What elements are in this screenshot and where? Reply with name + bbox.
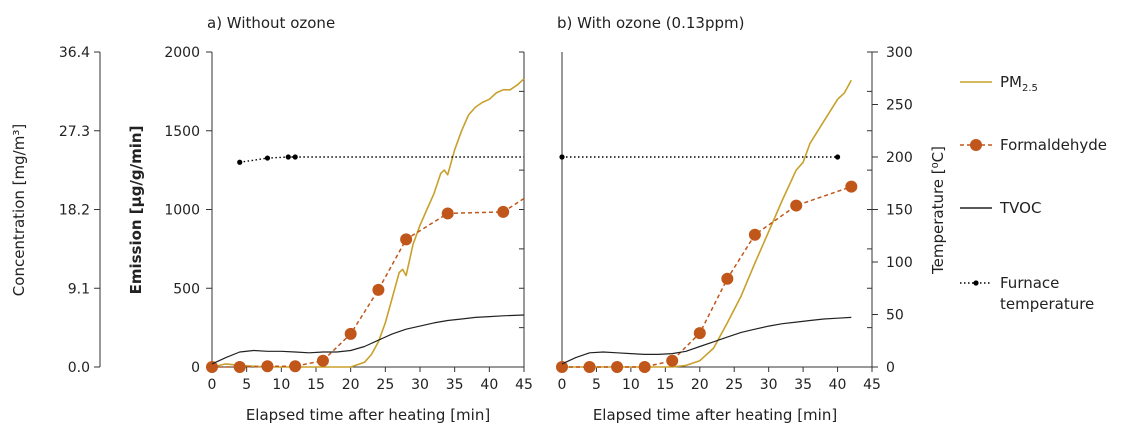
legend-furnace-label: Furnace (1000, 274, 1059, 292)
emission-tick-label: 1500 (164, 124, 200, 140)
x-tick-label: 40 (829, 377, 847, 393)
panel-0-formaldehyde-point (206, 361, 218, 373)
emission-tick-label: 1000 (164, 203, 200, 219)
panel-1-formaldehyde-point (666, 354, 679, 367)
temperature-tick-label: 0 (886, 360, 895, 376)
panel-1-formaldehyde-point (790, 199, 803, 212)
panel-0-formaldehyde-point (400, 233, 413, 246)
concentration-tick-label: 18.2 (59, 203, 90, 219)
concentration-axis-label: Concentration [mg/m³] (10, 124, 28, 296)
panel-0-formaldehyde-point (261, 360, 274, 373)
legend-label-subscript: 2.5 (1022, 83, 1038, 94)
panel-1-tvoc-line (561, 316, 852, 365)
panel-0-formaldehyde-point (233, 361, 246, 373)
panel-1-formaldehyde-point (611, 361, 624, 373)
panel-1-formaldehyde-point (583, 361, 596, 373)
x-tick-label: 15 (656, 377, 674, 393)
legend: PM2.5 Formaldehyde TVOC Furnace temperature (960, 73, 1107, 313)
panel-0-formaldehyde-point (316, 354, 329, 367)
panel-0-formaldehyde-point (441, 207, 454, 220)
emission-tick-label: 500 (173, 281, 200, 297)
panel-1-furnace-temperature-point (834, 154, 841, 160)
panel-a-x-axis-label: Elapsed time after heating [min] (246, 406, 490, 424)
panel-1-furnace-temperature-point (559, 154, 565, 160)
x-tick-label: 40 (480, 377, 498, 393)
x-tick-label: 45 (863, 377, 881, 393)
x-tick-label: 20 (342, 377, 360, 393)
x-tick-label: 35 (446, 377, 464, 393)
panel-1-formaldehyde-point (638, 361, 651, 373)
x-tick-label: 5 (242, 377, 251, 393)
concentration-tick-label: 9.1 (68, 281, 90, 297)
x-tick-label: 10 (622, 377, 640, 393)
x-tick-label: 35 (794, 377, 812, 393)
concentration-tick-label: 36.4 (59, 45, 90, 61)
panel-0-furnace-temperature-line (239, 156, 524, 163)
temperature-tick-label: 100 (886, 255, 913, 271)
panel-1-formaldehyde-point (748, 228, 761, 241)
panel-1-formaldehyde-point (556, 361, 568, 373)
emission-axis-label: Emission [µg/g/min] (127, 126, 145, 295)
axes-layer: 0 5 10 15 20 25 30 35 40 45 0 5 10 15 20 25 30 35 40 450500… (59, 45, 913, 393)
panel-0-formaldehyde-point (372, 283, 385, 296)
panel-0-pm2-5-line (211, 78, 525, 368)
legend-label-text: PM (1000, 73, 1022, 91)
legend-formaldehyde-label: Formaldehyde (1000, 136, 1107, 154)
legend-label-text: Furnace (1000, 274, 1059, 292)
panel-0-furnace-temperature-point (237, 159, 243, 165)
panel-0-furnace-temperature-point (285, 154, 291, 160)
legend-formaldehyde-marker (970, 139, 982, 151)
x-tick-label: 25 (725, 377, 743, 393)
temperature-tick-label: 150 (886, 203, 913, 219)
x-tick-label: 10 (272, 377, 290, 393)
temperature-tick-label: 50 (886, 308, 904, 324)
x-tick-label: 0 (558, 377, 567, 393)
panel-1-pm2-5-line (562, 79, 853, 368)
panel-a-title: a) Without ozone (207, 14, 335, 32)
panel-0-formaldehyde-line (212, 197, 525, 368)
emission-tick-label: 2000 (164, 45, 200, 61)
panel-1-formaldehyde-point (693, 327, 706, 340)
x-tick-label: 5 (592, 377, 601, 393)
legend-label-text: TVOC (999, 199, 1041, 217)
legend-furnace-marker (973, 280, 979, 286)
panel-b-title: b) With ozone (0.13ppm) (557, 14, 744, 32)
x-tick-label: 45 (515, 377, 533, 393)
concentration-tick-label: 27.3 (59, 124, 90, 140)
panel-0-formaldehyde-point (497, 205, 510, 218)
x-tick-label: 20 (691, 377, 709, 393)
legend-furnace-label-line2: temperature (1000, 295, 1094, 313)
x-tick-label: 15 (307, 377, 325, 393)
emission-tick-label: 0 (191, 360, 200, 376)
panel-0-formaldehyde-point (344, 327, 357, 340)
legend-pm2-5-label: PM2.5 (1000, 73, 1038, 94)
temperature-tick-label: 300 (886, 45, 913, 61)
temperature-axis-label: Temperature [⁰C] (929, 146, 947, 275)
panel-1-formaldehyde-point (721, 272, 734, 285)
panel-1-formaldehyde-point (845, 180, 858, 193)
x-tick-label: 30 (760, 377, 778, 393)
panel-1-formaldehyde-line (562, 185, 852, 368)
legend-label-text: Formaldehyde (1000, 136, 1107, 154)
panel-b-x-axis-label: Elapsed time after heating [min] (593, 406, 837, 424)
x-tick-label: 30 (411, 377, 429, 393)
panel-0-furnace-temperature-point (292, 154, 298, 160)
x-tick-label: 0 (208, 377, 217, 393)
panel-0-furnace-temperature-point (264, 155, 271, 161)
concentration-tick-label: 0.0 (68, 360, 90, 376)
temperature-tick-label: 200 (886, 150, 913, 166)
panel-0-formaldehyde-point (289, 360, 302, 373)
series-layer (206, 78, 858, 373)
legend-tvoc-label: TVOC (999, 199, 1041, 217)
x-tick-label: 25 (376, 377, 394, 393)
panel-0-tvoc-line (211, 314, 525, 365)
temperature-tick-label: 250 (886, 98, 913, 114)
